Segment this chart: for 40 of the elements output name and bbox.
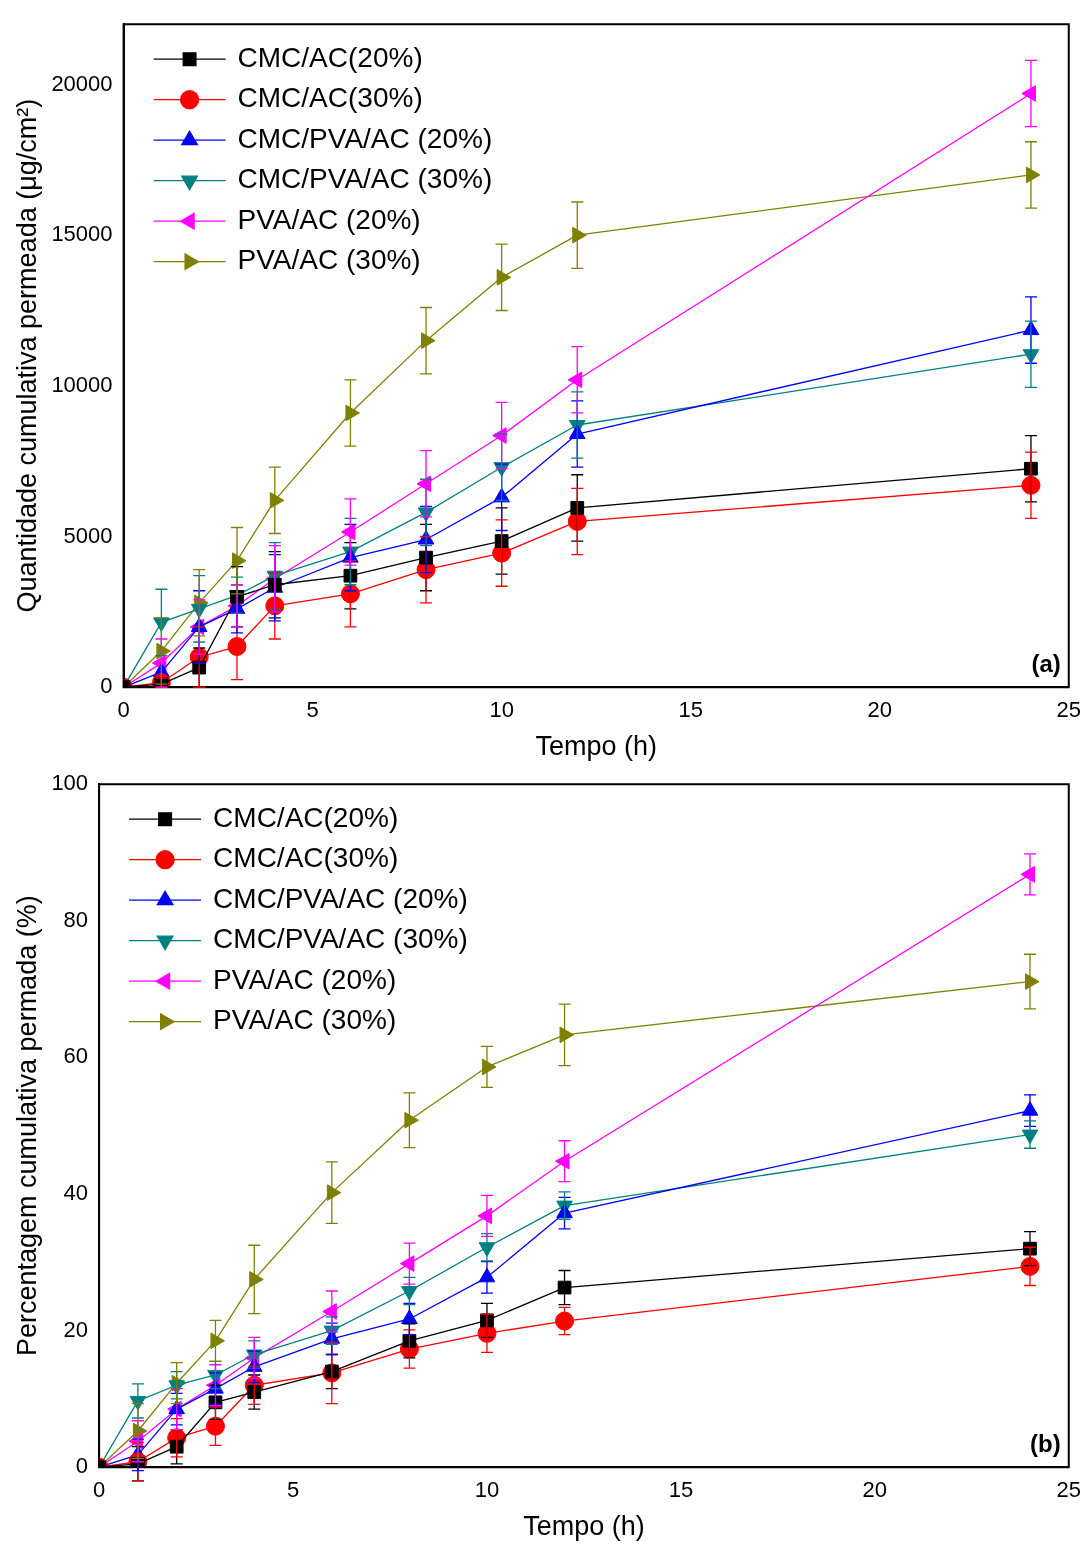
x-tick-label: 0: [117, 697, 130, 723]
legend-label: CMC/PVA/AC (30%): [237, 163, 493, 195]
x-tick-label: 10: [489, 697, 514, 723]
y-tick-label: 100: [51, 770, 89, 796]
legend-label: CMC/AC(30%): [237, 82, 423, 114]
y-tick-label: 80: [63, 906, 89, 932]
legend-label: CMC/AC(20%): [213, 801, 399, 833]
x-tick-label: 5: [286, 1477, 300, 1503]
y-axis-title: Quantidade cumulativa permeada (μg/cm²): [11, 98, 42, 613]
legend-label: CMC/PVA/AC (20%): [237, 122, 493, 154]
x-tick-label: 25: [1056, 1477, 1082, 1503]
legend-label: CMC/PVA/AC (20%): [213, 882, 468, 914]
x-tick-label: 20: [862, 1477, 888, 1503]
legend-label: PVA/AC (30%): [213, 1004, 397, 1036]
y-tick-label: 20000: [51, 70, 113, 96]
y-axis-title: Percentagem cumulativa permada (%): [11, 895, 42, 1357]
x-tick-label: 15: [678, 697, 703, 723]
annotation: (b): [1030, 1429, 1061, 1457]
x-axis-title: Tempo (h): [535, 731, 657, 762]
x-tick-label: 15: [668, 1477, 694, 1503]
y-tick-label: 20: [63, 1316, 89, 1342]
x-tick-label: 20: [867, 697, 892, 723]
y-tick-label: 60: [63, 1043, 89, 1069]
x-tick-label: 5: [306, 697, 319, 723]
x-tick-label: 25: [1056, 697, 1082, 723]
y-tick-label: 10000: [51, 371, 113, 397]
legend-label: CMC/AC(30%): [213, 842, 399, 874]
annotation: (a): [1031, 649, 1061, 677]
y-tick-label: 15000: [51, 221, 113, 247]
x-tick-label: 10: [474, 1477, 500, 1503]
y-tick-label: 5000: [63, 522, 113, 548]
legend-label: PVA/AC (20%): [237, 203, 421, 235]
y-tick-label: 0: [100, 673, 113, 699]
y-tick-label: 40: [63, 1180, 89, 1206]
legend-label: CMC/AC(20%): [237, 41, 423, 73]
legend-label: CMC/PVA/AC (30%): [213, 923, 468, 955]
y-tick-label: 0: [75, 1453, 89, 1479]
legend-label: PVA/AC (30%): [237, 244, 421, 276]
x-axis-title: Tempo (h): [523, 1511, 645, 1542]
legend-label: PVA/AC (20%): [213, 963, 397, 995]
